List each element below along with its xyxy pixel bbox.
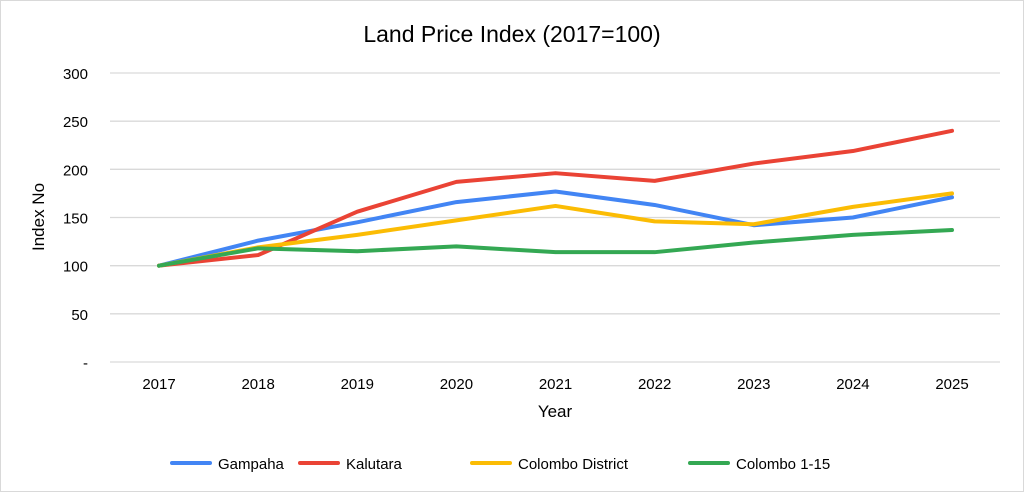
- legend-label: Gampaha: [218, 456, 285, 473]
- legend-label: Colombo District: [518, 456, 629, 473]
- x-tick-label: 2018: [241, 376, 274, 393]
- x-tick-label: 2017: [142, 376, 175, 393]
- x-tick-label: 2025: [935, 376, 968, 393]
- x-tick-label: 2024: [836, 376, 869, 393]
- y-tick-label: 100: [63, 259, 88, 276]
- y-tick-label: 300: [63, 66, 88, 83]
- y-tick-label: 200: [63, 162, 88, 179]
- x-tick-label: 2021: [539, 376, 572, 393]
- x-tick-label: 2023: [737, 376, 770, 393]
- y-tick-label: 150: [63, 211, 88, 228]
- y-axis-label: Index No: [29, 183, 48, 251]
- legend-label: Kalutara: [346, 456, 403, 473]
- x-tick-label: 2022: [638, 376, 671, 393]
- chart-title: Land Price Index (2017=100): [363, 21, 660, 47]
- y-tick-label: 50: [71, 307, 88, 324]
- series-line-kalutara: [157, 128, 954, 268]
- series-line-colombo-1-15: [157, 228, 954, 268]
- series-line-gampaha: [157, 189, 954, 268]
- legend-label: Colombo 1-15: [736, 456, 830, 473]
- x-axis-label: Year: [538, 402, 573, 421]
- x-tick-label: 2019: [341, 376, 374, 393]
- y-tick-label: 250: [63, 114, 88, 131]
- series-line-colombo-district: [157, 191, 954, 268]
- x-tick-label: 2020: [440, 376, 473, 393]
- y-tick-label: -: [83, 355, 88, 372]
